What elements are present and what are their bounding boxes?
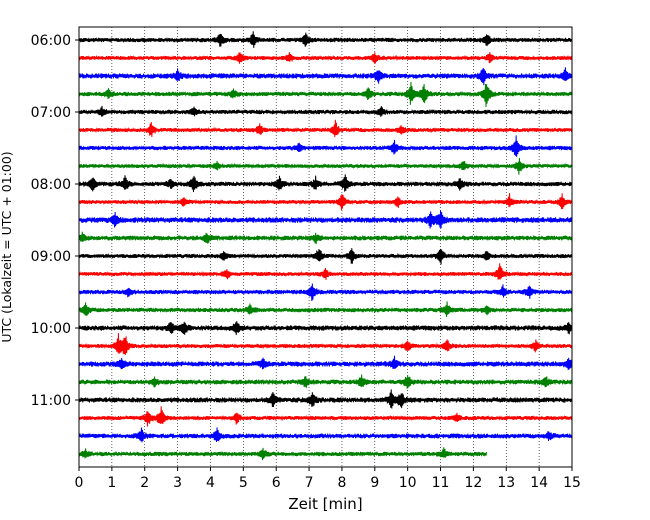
trace-8 — [78, 174, 573, 193]
x-tick-label: 5 — [239, 475, 248, 491]
trace-13 — [78, 263, 573, 280]
trace-9 — [78, 193, 573, 210]
trace-4 — [78, 105, 573, 117]
trace-22 — [78, 427, 573, 443]
trace-23 — [78, 447, 488, 461]
trace-10 — [78, 210, 573, 229]
trace-7 — [78, 157, 573, 175]
trace-18 — [78, 355, 573, 370]
trace-2 — [78, 67, 573, 86]
x-axis-label: Zeit [min] — [288, 495, 362, 513]
trace-19 — [78, 374, 573, 389]
trace-6 — [78, 135, 573, 157]
trace-1 — [78, 51, 573, 64]
x-tick-label: 2 — [140, 475, 149, 491]
x-axis: 0 1 2 3 4 5 6 7 8 9 10 11 12 13 14 15 — [75, 467, 581, 491]
x-tick-label: 14 — [530, 475, 548, 491]
trace-21 — [78, 406, 573, 427]
grid-lines — [111, 27, 540, 467]
x-tick-label: 12 — [464, 475, 482, 491]
trace-15 — [78, 301, 573, 317]
x-tick-label: 13 — [497, 475, 515, 491]
x-tick-label: 15 — [563, 475, 581, 491]
plot-frame — [78, 26, 573, 468]
traces — [78, 31, 573, 461]
x-tick-label: 10 — [399, 475, 417, 491]
y-tick-label: 09:00 — [31, 249, 71, 265]
trace-5 — [78, 119, 573, 138]
x-tick-label: 4 — [206, 475, 215, 491]
x-tick-label: 9 — [370, 475, 379, 491]
trace-16 — [78, 321, 573, 336]
x-tick-label: 8 — [337, 475, 346, 491]
x-tick-label: 3 — [173, 475, 182, 491]
trace-12 — [78, 248, 573, 265]
trace-3 — [78, 81, 573, 107]
x-tick-label: 0 — [75, 475, 84, 491]
y-tick-label: 07:00 — [31, 105, 71, 121]
y-tick-label: 10:00 — [31, 321, 71, 337]
y-axis-label: UTC (Lokalzeit = UTC + 01:00) — [0, 151, 14, 342]
trace-20 — [78, 389, 573, 409]
x-tick-label: 11 — [432, 475, 450, 491]
x-tick-label: 6 — [272, 475, 281, 491]
trace-17 — [78, 333, 573, 355]
y-tick-label: 06:00 — [31, 33, 71, 49]
x-tick-label: 1 — [107, 475, 116, 491]
trace-11 — [78, 231, 573, 244]
y-tick-label: 08:00 — [31, 177, 71, 193]
y-axis: 06:00 07:00 08:00 09:00 10:00 11:00 — [31, 33, 79, 409]
x-tick-label: 7 — [305, 475, 314, 491]
trace-14 — [78, 283, 573, 301]
trace-0 — [78, 31, 573, 48]
y-tick-label: 11:00 — [31, 393, 71, 409]
